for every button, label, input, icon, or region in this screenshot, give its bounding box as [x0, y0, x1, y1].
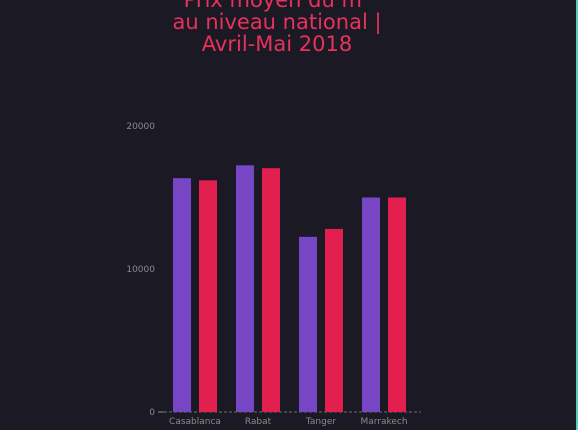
y-tick-label-20000: 20000 [126, 122, 155, 132]
chart-title: Prix moyen du m² au niveau national | Av… [0, 0, 554, 55]
bars [173, 165, 406, 412]
bar-tanger-series-1 [299, 236, 317, 412]
bar-marrakech-series-1 [362, 197, 380, 412]
bar-rabat-series-1 [236, 165, 254, 412]
chart-title-line-2: au niveau national | [172, 10, 382, 34]
bar-casablanca-series-1 [173, 178, 191, 412]
y-tick-label-10000: 10000 [126, 265, 155, 275]
window-edge [576, 0, 578, 430]
x-tick-label-tanger: Tanger [305, 417, 336, 427]
y-tick-label-0: 0 [149, 408, 155, 418]
chart-title-line-1: Prix moyen du m² [183, 0, 371, 12]
x-tick-label-marrakech: Marrakech [360, 417, 407, 427]
chart-title-line-3: Avril-Mai 2018 [201, 32, 353, 56]
x-axis: Casablanca Rabat Tanger Marrakech [169, 417, 408, 427]
x-tick-label-casablanca: Casablanca [169, 417, 221, 427]
x-tick-label-rabat: Rabat [245, 417, 272, 427]
bar-rabat-series-2 [262, 168, 280, 412]
bar-casablanca-series-2 [199, 180, 217, 412]
bar-tanger-series-2 [325, 228, 343, 412]
bar-marrakech-series-2 [388, 197, 406, 412]
y-axis: 0 10000 20000 [126, 122, 164, 418]
